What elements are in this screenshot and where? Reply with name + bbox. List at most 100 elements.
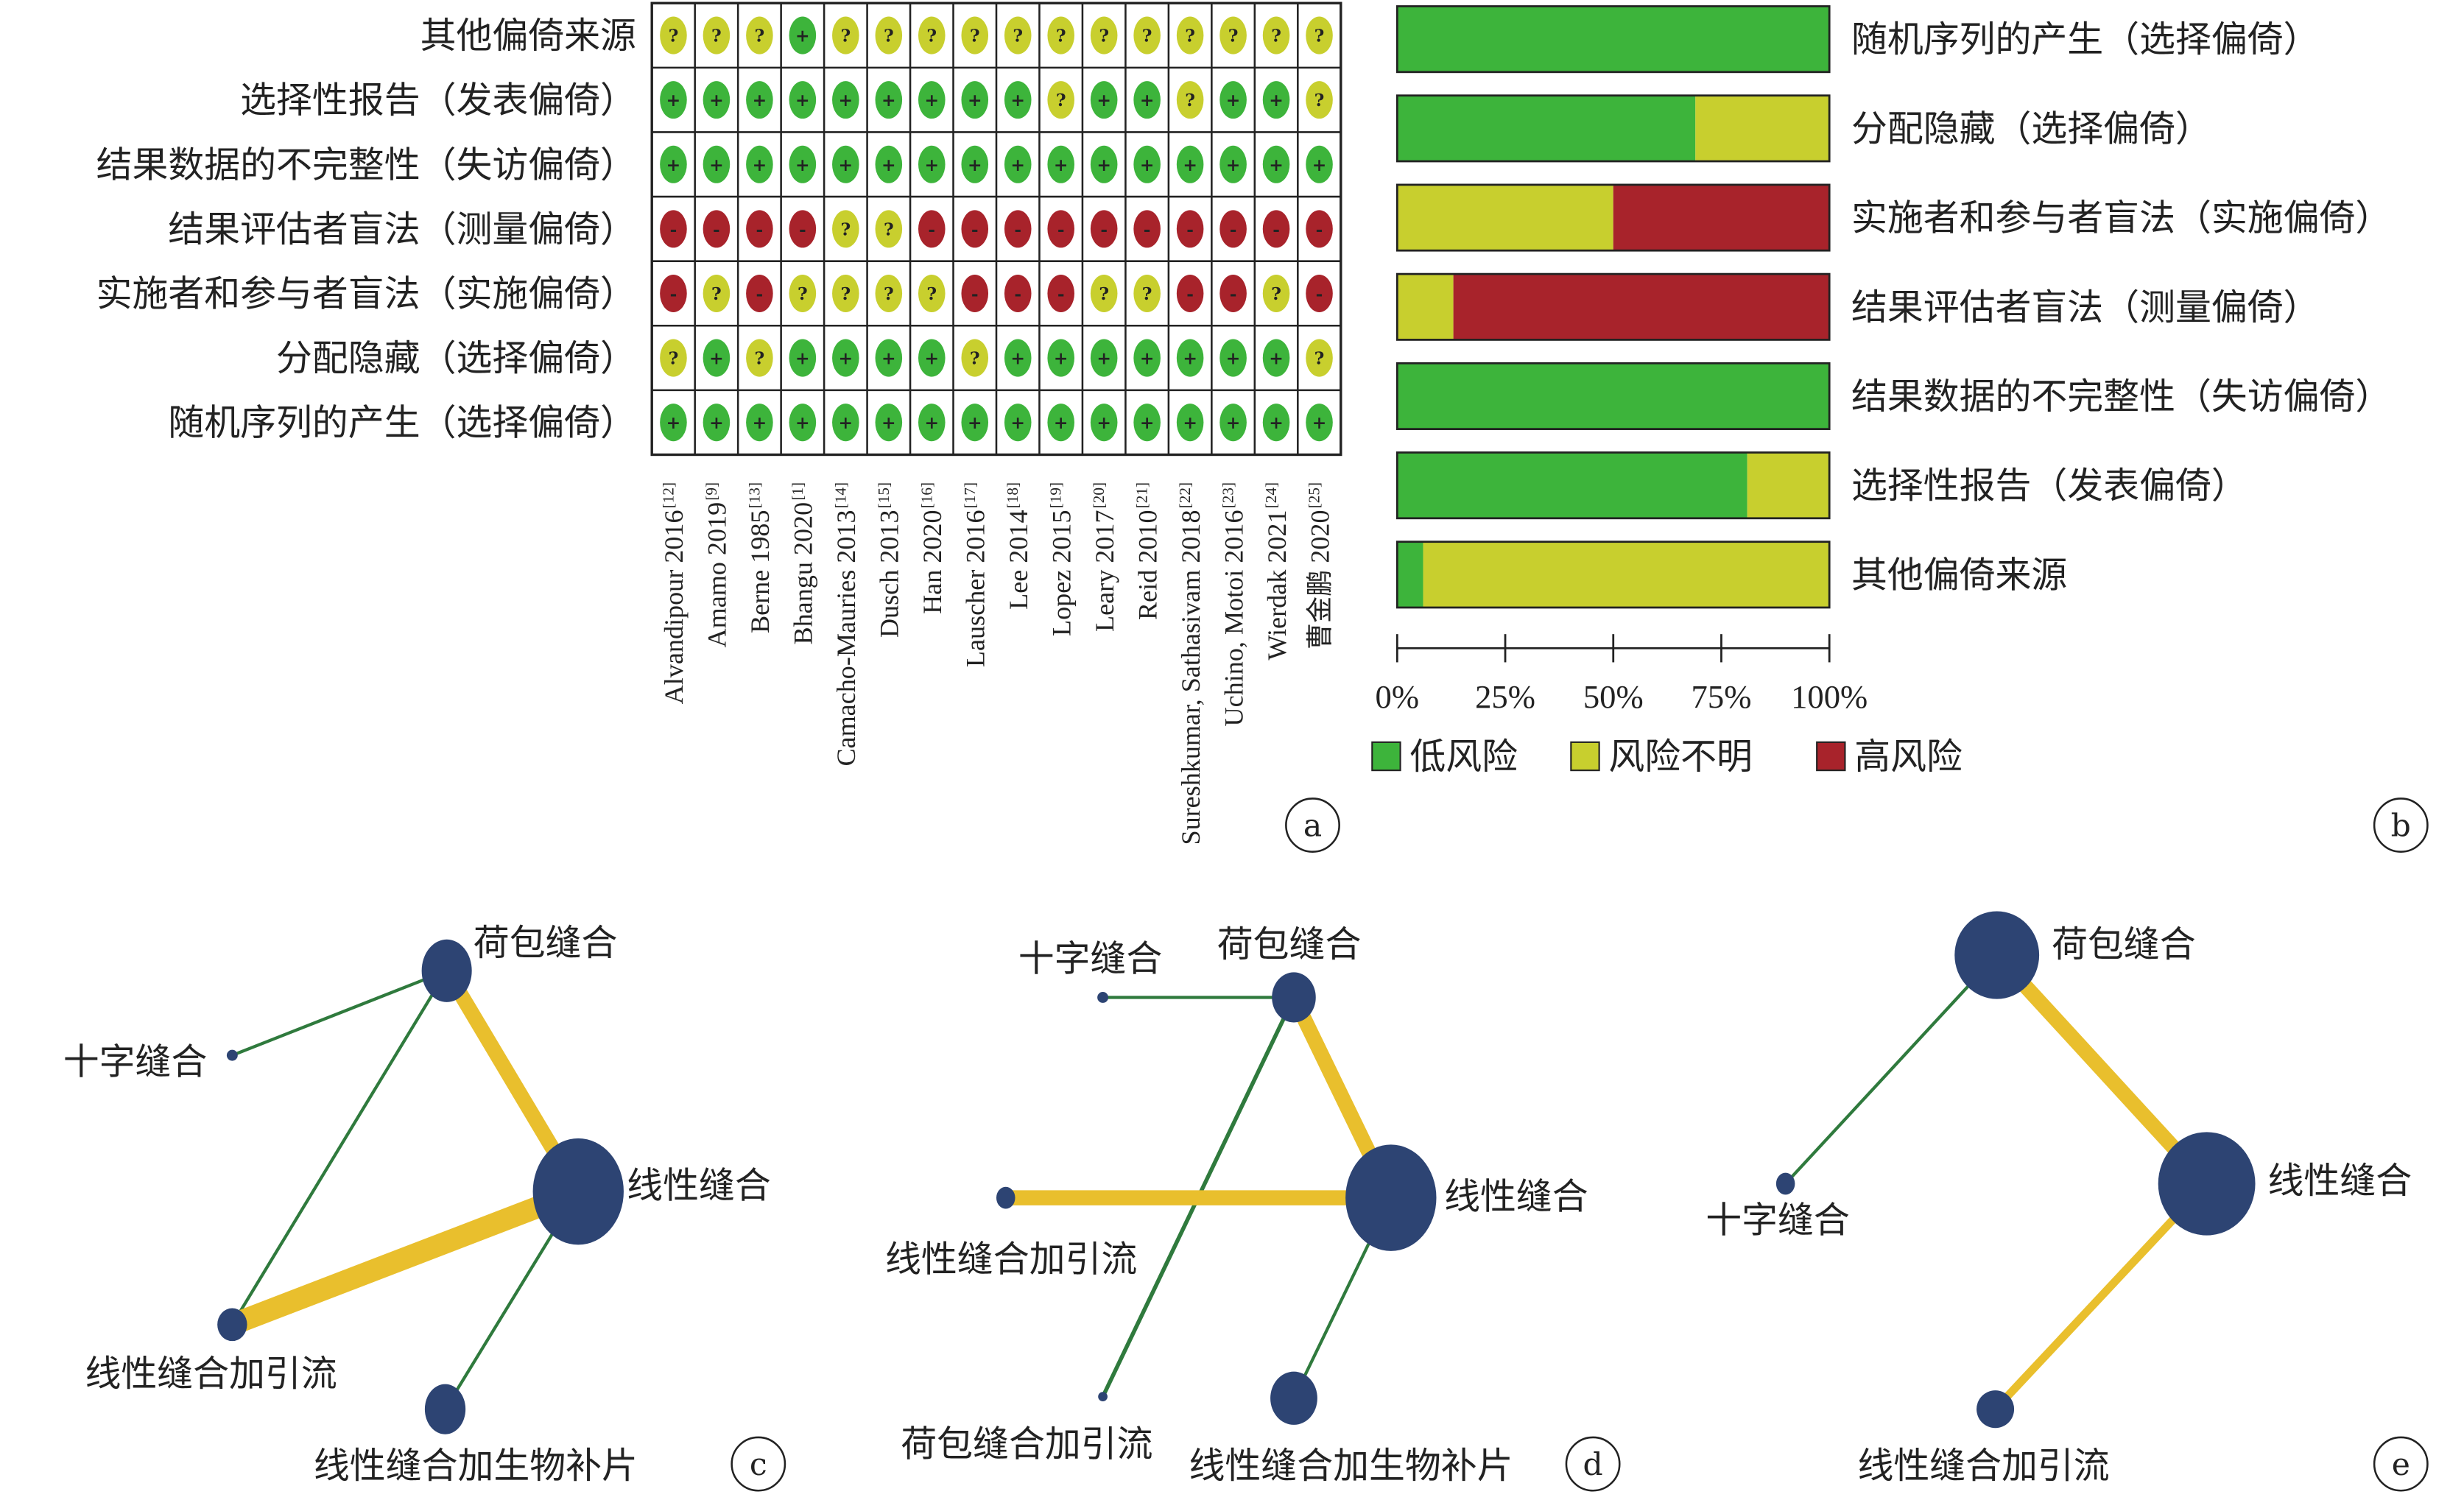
rating-symbol: ? — [840, 26, 851, 46]
rating-dot-low — [1004, 404, 1032, 442]
bar-unclear — [1747, 452, 1830, 518]
svg-text:e: e — [2392, 1447, 2410, 1483]
rating-dot-low — [703, 404, 731, 442]
rating-dot-low — [1133, 339, 1161, 377]
rating-symbol: ? — [970, 348, 980, 369]
rating-symbol: - — [799, 219, 806, 239]
study-label: Uchino, Motoi 2016 [23] — [1219, 482, 1248, 727]
rating-dot-high — [660, 210, 687, 248]
rating-symbol: + — [1269, 155, 1284, 175]
rating-dot-high — [703, 210, 731, 248]
rating-dot-low — [789, 145, 817, 183]
study-ref: [25] — [1306, 482, 1323, 508]
rating-symbol: + — [753, 412, 767, 433]
svg-text:d: d — [1583, 1447, 1603, 1483]
rating-symbol: + — [839, 348, 853, 369]
svg-text:c: c — [750, 1447, 767, 1483]
network-node-xx — [2158, 1132, 2256, 1236]
rating-symbol: + — [1140, 412, 1155, 433]
rating-dot-unclear — [1176, 81, 1204, 119]
rating-symbol: ? — [1228, 26, 1239, 46]
legend-swatch-low — [1371, 741, 1401, 772]
study-ref: [17] — [961, 482, 979, 508]
bar-category-label: 结果数据的不完整性（失访偏倚） — [1851, 376, 2391, 418]
rating-dot-unclear — [1047, 81, 1074, 119]
rating-dot-high — [1090, 210, 1118, 248]
rating-dot-low — [1090, 339, 1118, 377]
rating-symbol: + — [753, 155, 767, 175]
study-name: Dusch 2013 — [875, 510, 904, 638]
rating-dot-unclear — [961, 16, 989, 54]
study-label: Lauscher 2016 [17] — [961, 482, 990, 667]
rating-symbol: + — [839, 90, 853, 110]
rating-symbol: + — [1226, 412, 1241, 433]
study-ref: [13] — [745, 482, 763, 508]
network-node-label: 线性缝合加引流 — [85, 1353, 337, 1395]
study-label: Leary 2017 [20] — [1090, 482, 1119, 632]
network-node-label: 线性缝合 — [1444, 1176, 1588, 1218]
rating-symbol: + — [839, 155, 853, 175]
rating-symbol: - — [1316, 284, 1323, 304]
bar-outline — [1395, 183, 1831, 252]
bar-category-label: 分配隐藏（选择偏倚） — [1851, 108, 2211, 149]
rating-symbol: ? — [1271, 284, 1281, 304]
rating-symbol: ? — [1185, 90, 1195, 110]
network-node-label: 荷包缝合 — [1217, 923, 1362, 965]
study-label: Reid 2010 [21] — [1133, 482, 1162, 620]
rating-symbol: - — [971, 284, 979, 304]
rating-symbol: + — [924, 348, 939, 369]
rating-dot-low — [1262, 81, 1290, 119]
rating-symbol: + — [795, 155, 810, 175]
study-name: Reid 2010 — [1133, 510, 1162, 620]
rating-dot-unclear — [918, 274, 946, 312]
rating-symbol: + — [1140, 90, 1155, 110]
rating-dot-low — [1219, 145, 1247, 183]
rating-symbol: - — [1186, 219, 1194, 239]
rating-symbol: + — [1226, 348, 1241, 369]
x-tick-label: 0% — [1376, 678, 1420, 715]
rating-dot-unclear — [832, 274, 859, 312]
rating-symbol: + — [924, 155, 939, 175]
rating-symbol: + — [1226, 90, 1241, 110]
study-ref: [24] — [1262, 482, 1280, 508]
network-node-hb — [421, 939, 472, 1002]
rating-dot-low — [1219, 404, 1247, 442]
rating-symbol: ? — [1185, 26, 1195, 46]
rating-symbol: + — [1054, 155, 1069, 175]
study-ref: [18] — [1004, 482, 1021, 508]
rating-dot-high — [1004, 274, 1032, 312]
panel-label-d: d — [1565, 1436, 1621, 1492]
rating-symbol: + — [1269, 412, 1284, 433]
rating-symbol: + — [1183, 348, 1197, 369]
rating-symbol: + — [666, 155, 681, 175]
rating-dot-high — [961, 274, 989, 312]
network-edge — [231, 969, 448, 1057]
bar-category-label: 结果评估者盲法（测量偏倚） — [1851, 286, 2320, 328]
study-name: 曹金鹏 2020 — [1305, 510, 1334, 649]
bar-low — [1397, 541, 1423, 608]
rating-dot-low — [746, 81, 773, 119]
svg-text:b: b — [2391, 808, 2411, 844]
rating-dot-unclear — [1176, 16, 1204, 54]
study-name: Lopez 2015 — [1046, 510, 1076, 636]
rating-dot-low — [1176, 145, 1204, 183]
rating-dot-low — [1133, 81, 1161, 119]
x-tick-label: 75% — [1692, 678, 1752, 715]
bar-outline — [1395, 451, 1831, 520]
rating-symbol: ? — [1013, 26, 1023, 46]
rating-symbol: + — [968, 412, 982, 433]
study-name: Alvandipour 2016 — [659, 510, 689, 704]
network-edge — [1784, 954, 1999, 1185]
rating-dot-unclear — [875, 274, 903, 312]
rating-dot-low — [1004, 145, 1032, 183]
rating-symbol: ? — [711, 284, 722, 304]
study-name: Lauscher 2016 — [961, 510, 990, 667]
legend-label: 低风险 — [1409, 736, 1518, 778]
rating-dot-low — [918, 145, 946, 183]
bar-category-label: 其他偏倚来源 — [1851, 554, 2067, 596]
network-node-xxyl — [996, 1186, 1015, 1209]
rating-dot-low — [961, 81, 989, 119]
network-node-xx — [1345, 1144, 1437, 1251]
study-label: 曹金鹏 2020 [25] — [1305, 482, 1334, 649]
